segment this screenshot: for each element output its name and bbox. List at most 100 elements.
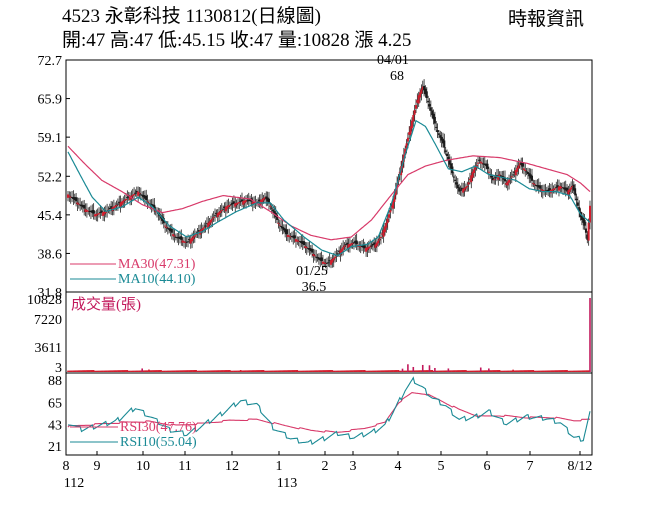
candle-down: [478, 159, 481, 161]
volume-bar: [537, 370, 540, 372]
candle-up: [294, 239, 297, 242]
volume-bar: [319, 370, 322, 372]
candle-up: [541, 189, 544, 192]
volume-tick-label: 10828: [27, 293, 62, 308]
candle-down: [483, 163, 486, 165]
volume-bar: [122, 370, 125, 372]
volume-bar: [465, 370, 467, 372]
volume-bar: [432, 370, 435, 372]
volume-bar: [370, 370, 373, 372]
volume-bar: [492, 370, 494, 372]
volume-bar: [206, 370, 208, 372]
volume-bar: [223, 370, 226, 372]
volume-bar: [293, 370, 296, 372]
candle-down: [328, 260, 331, 262]
price-tick-label: 65.9: [38, 93, 63, 108]
volume-bar: [347, 370, 350, 372]
volume-bar: [551, 370, 554, 372]
volume-bar: [550, 370, 552, 372]
candle-down: [170, 228, 173, 233]
candle-up: [191, 237, 194, 242]
candle-down: [143, 195, 146, 199]
volume-bar: [304, 370, 307, 372]
volume-bar: [477, 370, 479, 372]
x-tick-label: 3: [350, 459, 357, 474]
candle-down: [272, 209, 275, 212]
candle-down: [91, 210, 94, 213]
volume-bar: [497, 370, 500, 372]
candle-down: [141, 194, 144, 196]
candle-up: [104, 211, 107, 214]
volume-bar: [586, 370, 589, 372]
candle-up: [114, 205, 117, 208]
volume-bar: [211, 370, 214, 372]
volume-bar: [251, 370, 254, 372]
candle-up: [305, 247, 308, 249]
candle-down: [153, 204, 156, 209]
volume-bar: [272, 370, 274, 372]
candle-up: [415, 105, 417, 109]
candle-up: [421, 86, 424, 90]
candle-up: [76, 202, 79, 205]
volume-bar: [160, 370, 162, 372]
candle-down: [257, 201, 260, 203]
candle-up: [498, 174, 501, 178]
volume-bar: [95, 370, 98, 372]
candle-up: [567, 190, 570, 195]
volume-bar: [303, 370, 305, 372]
candle-down: [363, 245, 366, 249]
volume-bar: [424, 370, 427, 372]
volume-bar: [346, 370, 349, 372]
volume-bar: [88, 370, 91, 372]
volume-bar: [475, 370, 478, 372]
volume-bar: [296, 370, 299, 372]
volume-bar: [118, 370, 121, 372]
volume-bar: [107, 370, 110, 372]
volume-bar: [457, 370, 459, 372]
candle-down: [239, 200, 242, 202]
candle-up: [165, 227, 168, 229]
candle-up: [263, 197, 266, 199]
candle-down: [315, 256, 318, 258]
candle-up: [137, 191, 140, 196]
volume-bar: [164, 370, 166, 372]
volume-bar: [84, 370, 87, 372]
volume-bar: [138, 370, 141, 372]
candle-down: [178, 236, 181, 240]
volume-bar: [102, 370, 104, 372]
volume-bar: [284, 370, 286, 372]
candle-down: [270, 207, 273, 209]
volume-bar: [253, 370, 255, 372]
volume-bar: [322, 370, 324, 372]
candle-down: [266, 197, 269, 202]
candle-down: [72, 197, 75, 199]
candle-up: [122, 200, 125, 203]
volume-bar: [404, 370, 407, 372]
candle-down: [249, 198, 252, 202]
volume-bar: [148, 369, 150, 372]
volume-bar: [335, 370, 338, 372]
candle-up: [220, 210, 223, 212]
candle-up: [524, 170, 527, 172]
volume-bar: [582, 370, 585, 372]
candle-up: [245, 200, 248, 202]
volume-bar: [392, 370, 394, 372]
volume-bar: [451, 370, 454, 372]
candle-down: [139, 194, 142, 196]
volume-bar: [562, 370, 564, 372]
volume-bar: [249, 370, 251, 372]
candle-down: [307, 248, 310, 250]
volume-bar: [502, 370, 505, 372]
volume-bar: [448, 370, 451, 372]
candle-up: [181, 240, 184, 243]
volume-bar: [247, 370, 250, 372]
candle-up: [475, 164, 478, 167]
volume-bar: [184, 370, 187, 372]
candle-up: [330, 260, 333, 265]
volume-bar: [157, 370, 160, 372]
volume-bar: [289, 370, 292, 372]
candle-up: [129, 196, 132, 201]
candle-down: [485, 163, 488, 167]
candle-up: [286, 234, 289, 238]
volume-bar: [131, 370, 134, 372]
